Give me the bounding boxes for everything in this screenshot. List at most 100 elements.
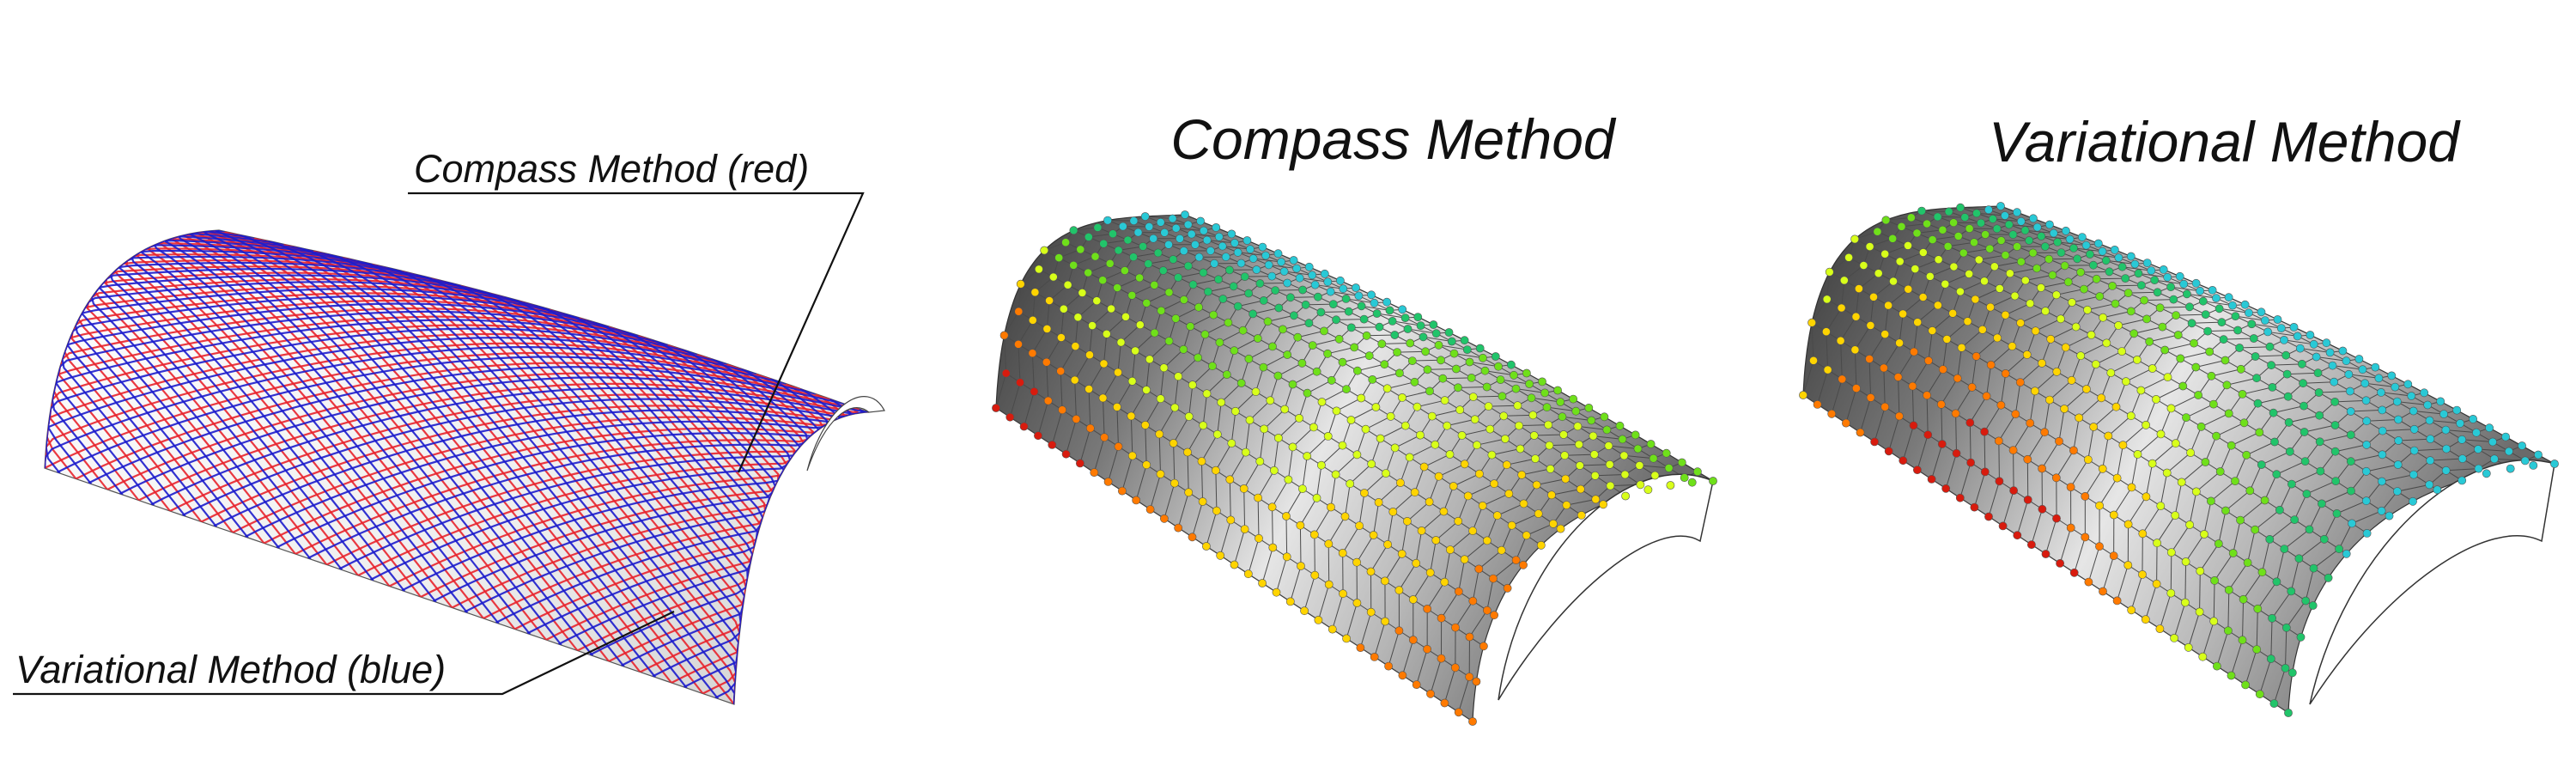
surface-node [2236,364,2245,374]
surface-node [1837,303,1846,313]
surface-node [1998,521,2008,531]
variational-panel: Variational Method [1799,110,2559,717]
surface-node [2196,567,2205,575]
surface-node [2190,338,2198,348]
surface-node [2302,490,2312,498]
surface-node [2378,426,2387,435]
surface-node [1339,284,1348,294]
surface-node [1199,268,1208,277]
surface-node [1156,217,1165,227]
surface-node [1197,457,1206,466]
surface-node [1497,545,1506,555]
surface-node [2083,305,2092,314]
surface-node [1200,330,1210,339]
surface-node [2123,520,2133,529]
surface-node [1059,304,1068,313]
surface-node [1417,526,1426,535]
surface-node [2179,279,2189,289]
surface-node [1361,424,1370,434]
surface-node [1301,300,1310,309]
surface-node [1043,396,1053,405]
surface-node [2126,307,2136,316]
surface-node [1981,230,1990,239]
compass-nodes [992,210,1717,726]
surface-node [2268,382,2277,392]
surface-node [2360,379,2370,388]
surface-node [2080,284,2088,294]
surface-node [1911,265,1920,273]
surface-node [1070,375,1079,385]
surface-node [1285,597,1295,606]
surface-node [2377,477,2386,486]
surface-node [2332,509,2342,518]
surface-node [1576,484,1585,494]
surface-node [1350,343,1359,352]
surface-node [2013,242,2021,251]
surface-node [2010,291,2020,301]
surface-node [2203,326,2212,336]
surface-node [1227,439,1236,447]
surface-node [1994,436,2003,446]
surface-node [1850,345,1860,355]
surface-node [1118,486,1127,496]
surface-node [1308,271,1317,280]
surface-node [2296,632,2306,642]
surface-node [1174,372,1183,381]
surface-node [2520,456,2530,466]
surface-node [2238,636,2247,645]
surface-node [1230,238,1239,247]
surface-node [1908,381,1917,391]
surface-node [1312,367,1321,376]
surface-node [2436,397,2445,406]
surface-node [2268,613,2276,623]
surface-node [1267,271,1277,281]
surface-node [1249,309,1257,319]
surface-node [1040,246,1049,255]
surface-node [1388,508,1398,516]
surface-node [1076,245,1085,254]
surface-node [1218,241,1227,251]
surface-node [1091,252,1100,261]
surface-node [1577,511,1586,520]
surface-node [2105,267,2114,277]
surface-node [2227,441,2236,450]
surface-node [2032,222,2042,232]
surface-node [2240,300,2250,309]
surface-node [1584,403,1594,412]
surface-node [1923,219,1931,228]
surface-node [1408,636,1418,644]
surface-node [1118,222,1127,231]
surface-node [1454,708,1463,717]
surface-node [1253,334,1262,343]
surface-node [1360,489,1369,497]
surface-node [1225,475,1235,484]
surface-node [2260,496,2269,505]
surface-node [1338,357,1347,367]
surface-node [1560,451,1570,460]
surface-node [2069,446,2078,455]
surface-node [1042,324,1052,333]
surface-node [2239,418,2249,428]
surface-node [1419,462,1429,472]
surface-node [2049,228,2058,238]
surface-node [1904,284,1913,294]
surface-node [1457,430,1467,440]
surface-node [1948,308,1958,318]
compass-method-label: Compass Method (red) [414,147,809,191]
surface-node [2289,322,2299,332]
surface-node [1090,468,1099,477]
surface-node [1591,495,1601,504]
surface-node [2394,415,2403,424]
surface-node [1364,351,1374,361]
surface-node [1527,393,1536,403]
surface-node [2044,254,2053,264]
surface-node [1943,241,1953,251]
surface-node [1398,393,1406,402]
surface-node [2127,483,2136,492]
surface-node [1254,493,1262,502]
surface-node [2441,425,2451,435]
surface-node [1918,248,1928,257]
surface-node [1484,402,1493,411]
surface-node [2294,554,2304,563]
surface-node [2185,520,2194,529]
